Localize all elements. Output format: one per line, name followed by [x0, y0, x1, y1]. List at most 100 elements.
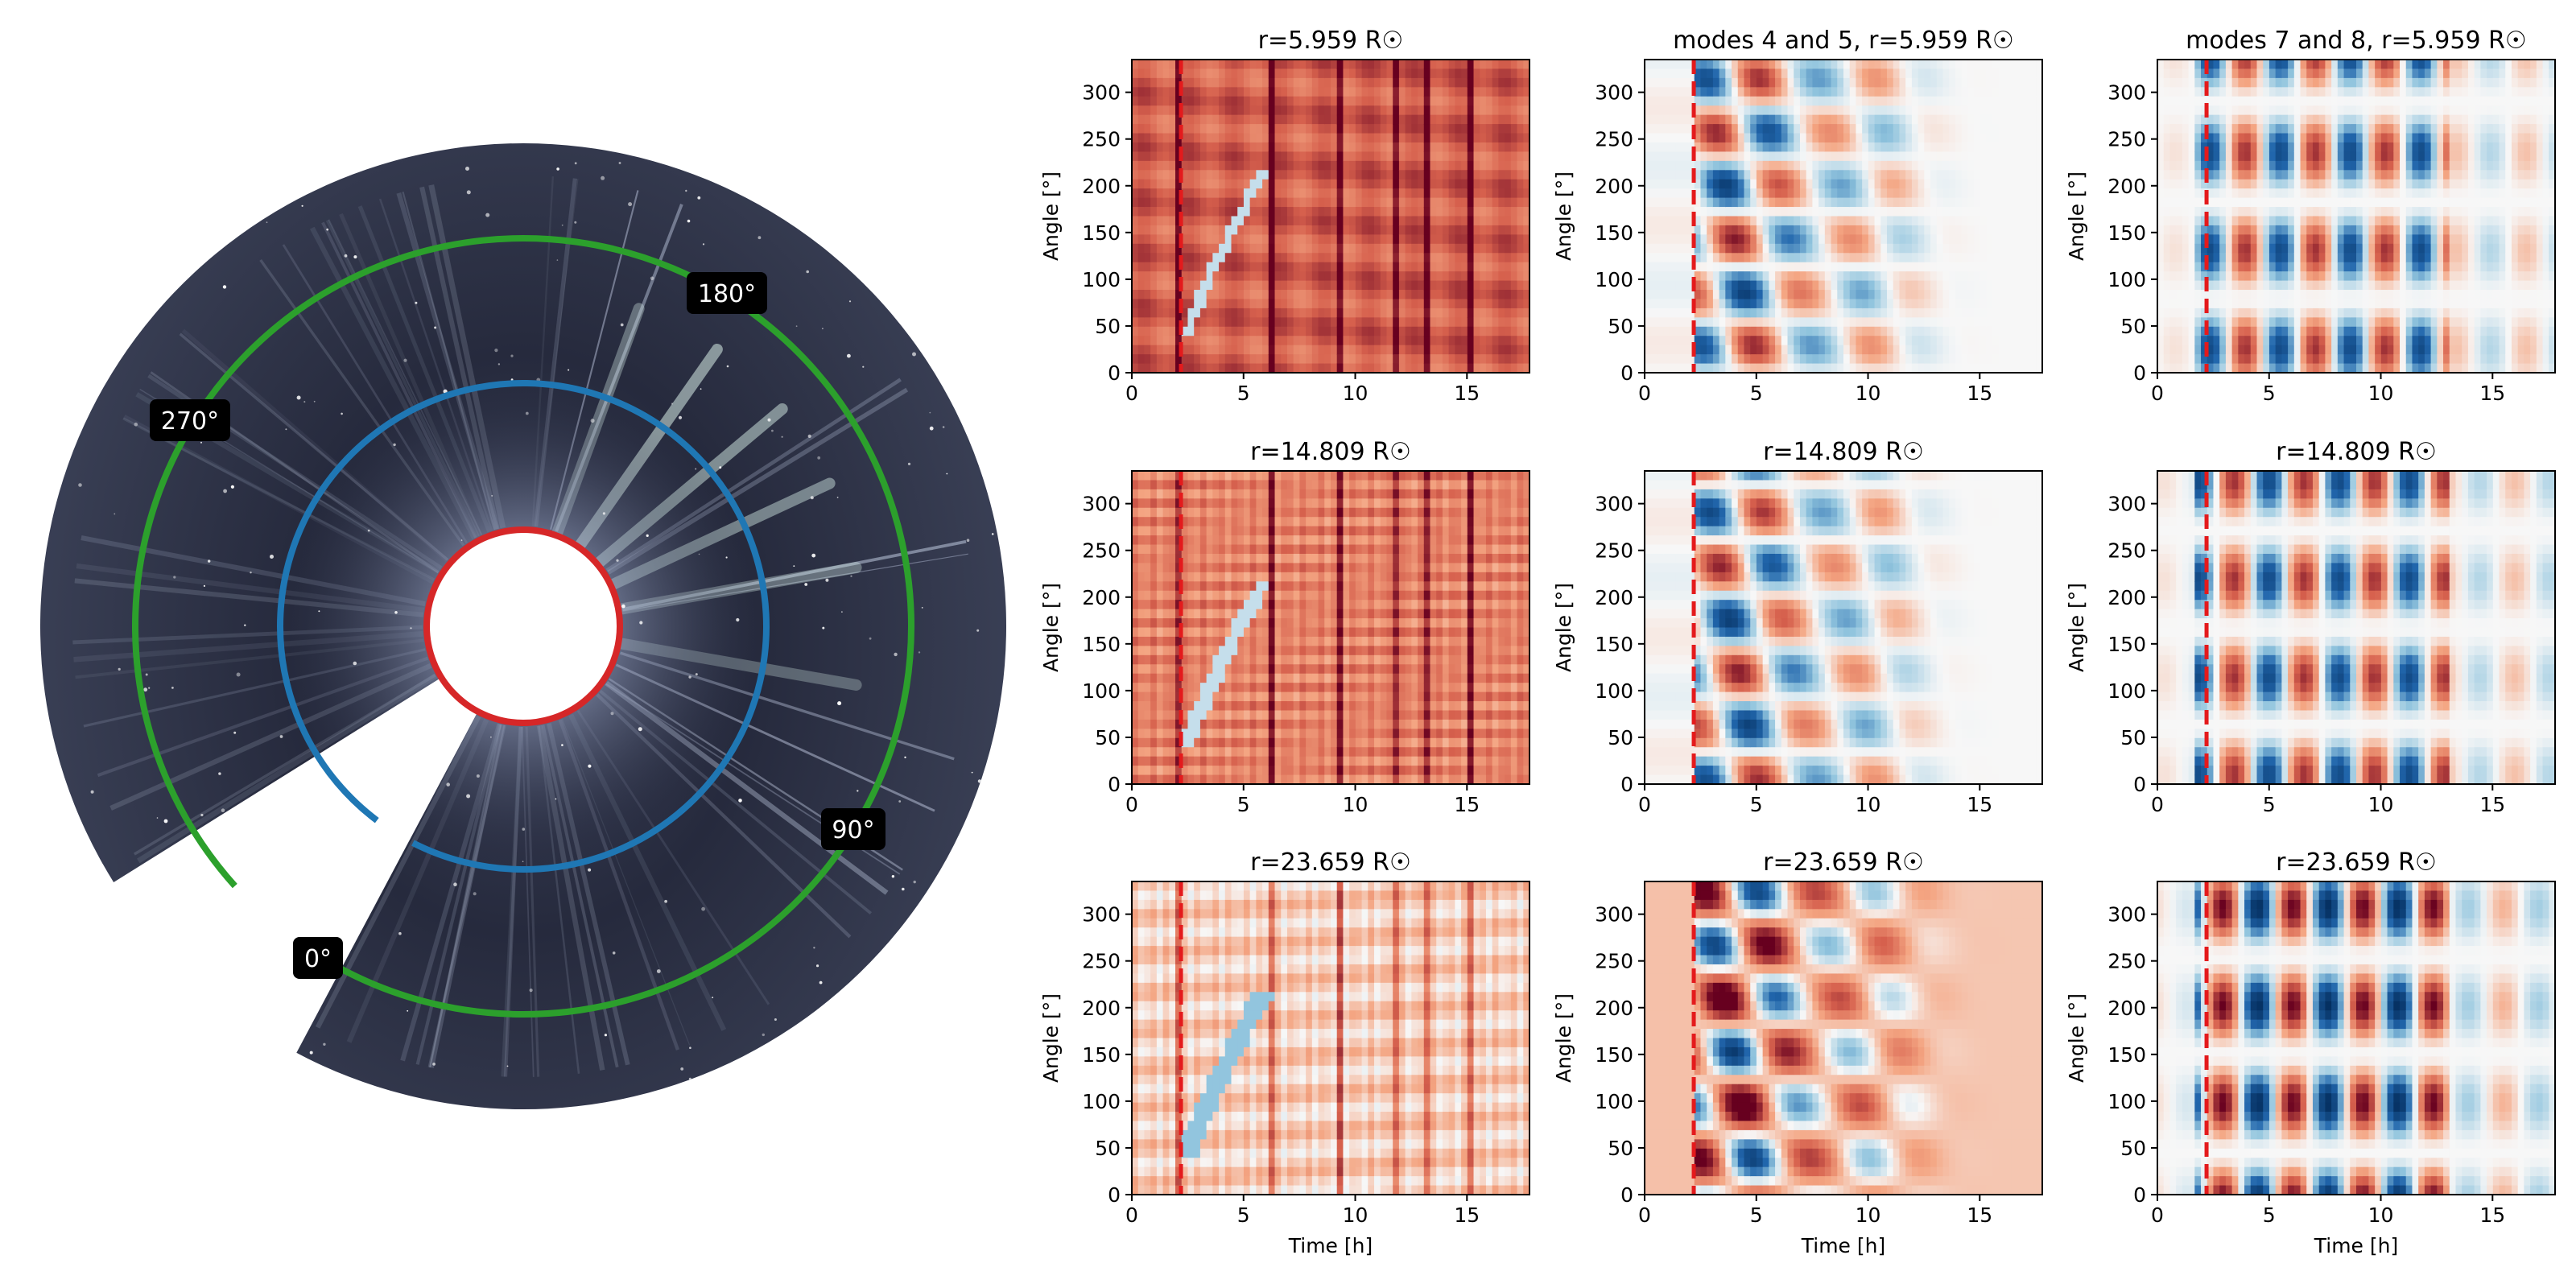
- heatmap-cell: [1200, 115, 1207, 125]
- heatmap-cell: [1362, 188, 1368, 198]
- heatmap-cell: [1299, 78, 1306, 88]
- heatmap-cell: [1232, 68, 1238, 78]
- heatmap-cell: [1212, 180, 1219, 189]
- heatmap-cell: [1436, 68, 1443, 78]
- heatmap-cell: [1275, 262, 1282, 272]
- heatmap-cell: [1443, 364, 1449, 374]
- angle-label-180: 180°: [687, 272, 767, 314]
- heatmap-cell: [1299, 290, 1306, 299]
- heatmap-cell: [1144, 354, 1150, 364]
- star: [697, 196, 700, 200]
- heatmap-cell: [1256, 97, 1262, 106]
- heatmap-cell: [1349, 142, 1356, 152]
- heatmap-cell: [1436, 253, 1443, 262]
- heatmap-cell: [1237, 198, 1244, 208]
- star: [947, 998, 951, 1001]
- heatmap-cell: [1294, 364, 1300, 374]
- heatmap-cell: [1169, 105, 1175, 115]
- heatmap-cell: [1386, 354, 1393, 364]
- heatmap-cell: [1244, 198, 1250, 208]
- heatmap-cell: [1393, 68, 1399, 78]
- heatmap-cell: [1343, 327, 1349, 336]
- heatmap-cell: [1349, 97, 1356, 106]
- heatmap-cell: [1319, 327, 1325, 336]
- heatmap-cell: [1250, 60, 1257, 69]
- heatmap-cell: [1132, 308, 1138, 318]
- heatmap-cell: [1262, 161, 1269, 171]
- heatmap-cell: [1219, 345, 1225, 355]
- heatmap-cell: [1219, 60, 1225, 69]
- star: [233, 732, 236, 734]
- heatmap-cell: [1393, 244, 1399, 254]
- heatmap-cell: [1430, 290, 1437, 299]
- heatmap-cell: [1337, 225, 1344, 235]
- heatmap-cell: [1212, 308, 1219, 318]
- heatmap-cell: [1269, 151, 1275, 161]
- heatmap-cell: [1169, 281, 1175, 291]
- heatmap-cell: [1157, 327, 1163, 336]
- heatmap-cell: [1386, 198, 1393, 208]
- heatmap-cell: [1411, 308, 1418, 318]
- heatmap-cell: [1157, 198, 1163, 208]
- heatmap-cell: [1449, 87, 1455, 97]
- heatmap-cell: [1250, 68, 1257, 78]
- heatmap-cell: [1374, 124, 1381, 134]
- heatmap-cell: [1337, 290, 1344, 299]
- heatmap-cell: [1331, 151, 1337, 161]
- star: [143, 687, 147, 691]
- heatmap-cell: [1362, 308, 1368, 318]
- star: [130, 1130, 134, 1133]
- heatmap-cell: [1225, 170, 1232, 180]
- heatmap-cell: [1150, 225, 1157, 235]
- heatmap-cell: [1368, 170, 1374, 180]
- heatmap-cell: [1356, 299, 1362, 308]
- heatmap-cell: [1436, 354, 1443, 364]
- heatmap-cell: [1381, 124, 1387, 134]
- heatmap-cell: [1294, 68, 1300, 78]
- heatmap-cell: [1225, 244, 1232, 254]
- star: [244, 625, 246, 626]
- heatmap-cell: [1368, 105, 1374, 115]
- star: [353, 255, 357, 258]
- heatmap-cell: [1144, 225, 1150, 235]
- star: [847, 354, 851, 358]
- heatmap-cell: [1250, 151, 1257, 161]
- heatmap-cell: [1411, 60, 1418, 69]
- heatmap-cell: [1275, 142, 1282, 152]
- heatmap-cell: [1281, 97, 1287, 106]
- heatmap-cell: [1399, 115, 1406, 125]
- star: [491, 495, 493, 497]
- heatmap-cell: [1212, 161, 1219, 171]
- heatmap-cell: [1294, 234, 1300, 244]
- heatmap-cell: [1144, 317, 1150, 327]
- heatmap-cell: [1436, 234, 1443, 244]
- heatmap-cell: [1319, 299, 1325, 308]
- heatmap-cell: [1443, 327, 1449, 336]
- heatmap-cell: [1362, 217, 1368, 226]
- star: [685, 190, 687, 192]
- star: [1001, 1115, 1005, 1119]
- heatmap-cell: [1368, 225, 1374, 235]
- heatmap-cell: [1337, 253, 1344, 262]
- heatmap-cell: [1244, 105, 1250, 115]
- heatmap-cell: [1144, 115, 1150, 125]
- star: [204, 585, 205, 587]
- heatmap-cell: [1207, 142, 1213, 152]
- heatmap-cell: [1386, 97, 1393, 106]
- heatmap-cell: [1207, 354, 1213, 364]
- heatmap-cell: [1331, 115, 1337, 125]
- heatmap-cell: [1250, 354, 1257, 364]
- heatmap-cell: [1138, 207, 1145, 217]
- heatmap-cell: [1319, 180, 1325, 189]
- heatmap-cell: [1200, 345, 1207, 355]
- star: [223, 285, 226, 288]
- heatmap-cell: [1299, 198, 1306, 208]
- heatmap-cell: [1281, 124, 1287, 134]
- heatmap-cell: [1244, 262, 1250, 272]
- heatmap-cell: [1436, 271, 1443, 281]
- heatmap-cell: [1163, 142, 1170, 152]
- heatmap-cell: [1244, 115, 1250, 125]
- heatmap-cell: [1381, 180, 1387, 189]
- heatmap-cell: [1250, 78, 1257, 88]
- heatmap-cell: [1399, 217, 1406, 226]
